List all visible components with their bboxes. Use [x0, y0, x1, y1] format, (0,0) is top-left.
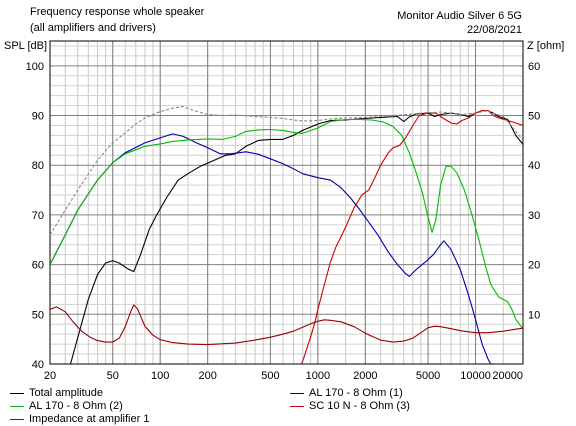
- series-dashed-reference: [50, 106, 523, 236]
- x-tick-label: 5000: [416, 370, 440, 382]
- y-tick-label: 50: [32, 309, 44, 321]
- x-tick-label: 50: [107, 370, 119, 382]
- measurement-date: 22/08/2021: [466, 24, 522, 36]
- series-total-amplitude: [69, 110, 523, 364]
- y2-tick-label: 40: [528, 160, 540, 172]
- legend-swatch-total: [10, 392, 24, 394]
- legend-swatch-al170-2: [10, 405, 24, 407]
- series-al-170-8-ohm-2: [50, 118, 523, 330]
- series-impedance-at-amplifier-1: [50, 304, 523, 346]
- y2-axis-label: Z [ohm]: [527, 40, 564, 52]
- x-tick-label: 500: [261, 370, 279, 382]
- legend-item-sc10n: SC 10 N - 8 Ohm (3): [290, 400, 410, 413]
- series-al-170-8-ohm-1: [50, 133, 492, 364]
- x-tick-label: 200: [198, 370, 216, 382]
- legend-swatch-sc10n: [290, 405, 304, 407]
- y-tick-label: 60: [32, 260, 44, 272]
- legend-swatch-al170-1: [290, 392, 304, 394]
- y-tick-label: 70: [32, 210, 44, 222]
- legend-swatch-impedance: [10, 418, 24, 420]
- y-tick-label: 90: [32, 111, 44, 123]
- y2-tick-label: 20: [528, 260, 540, 272]
- y-tick-label: 80: [32, 160, 44, 172]
- x-tick-label: 100: [151, 370, 169, 382]
- legend-item-al170-2: AL 170 - 8 Ohm (2): [10, 400, 123, 413]
- plot-area: [50, 41, 523, 364]
- x-tick-label: 2000: [353, 370, 377, 382]
- plot-frame: [49, 40, 524, 365]
- legend-item-impedance: Impedance at amplifier 1: [10, 413, 149, 426]
- y2-tick-label: 30: [528, 210, 540, 222]
- y2-tick-label: 50: [528, 111, 540, 123]
- y2-tick-label: 10: [528, 309, 540, 321]
- series-sc-10-n-8-ohm-3: [300, 110, 523, 364]
- legend-item-al170-1: AL 170 - 8 Ohm (1): [290, 387, 403, 400]
- y2-tick-label: 60: [528, 61, 540, 73]
- y-tick-label: 40: [32, 359, 44, 371]
- chart-subtitle: (all amplifiers and drivers): [30, 22, 156, 34]
- speaker-model: Monitor Audio Silver 6 5G: [397, 10, 522, 22]
- x-tick-label: 10000: [460, 370, 491, 382]
- x-tick-label: 20000: [492, 370, 523, 382]
- legend-item-total-amplitude: Total amplitude: [10, 387, 103, 400]
- x-tick-label: 1000: [306, 370, 330, 382]
- x-tick-label: 20: [44, 370, 56, 382]
- chart-title: Frequency response whole speaker: [30, 6, 205, 18]
- y-axis-label: SPL [dB]: [4, 40, 47, 52]
- y-tick-label: 100: [26, 61, 44, 73]
